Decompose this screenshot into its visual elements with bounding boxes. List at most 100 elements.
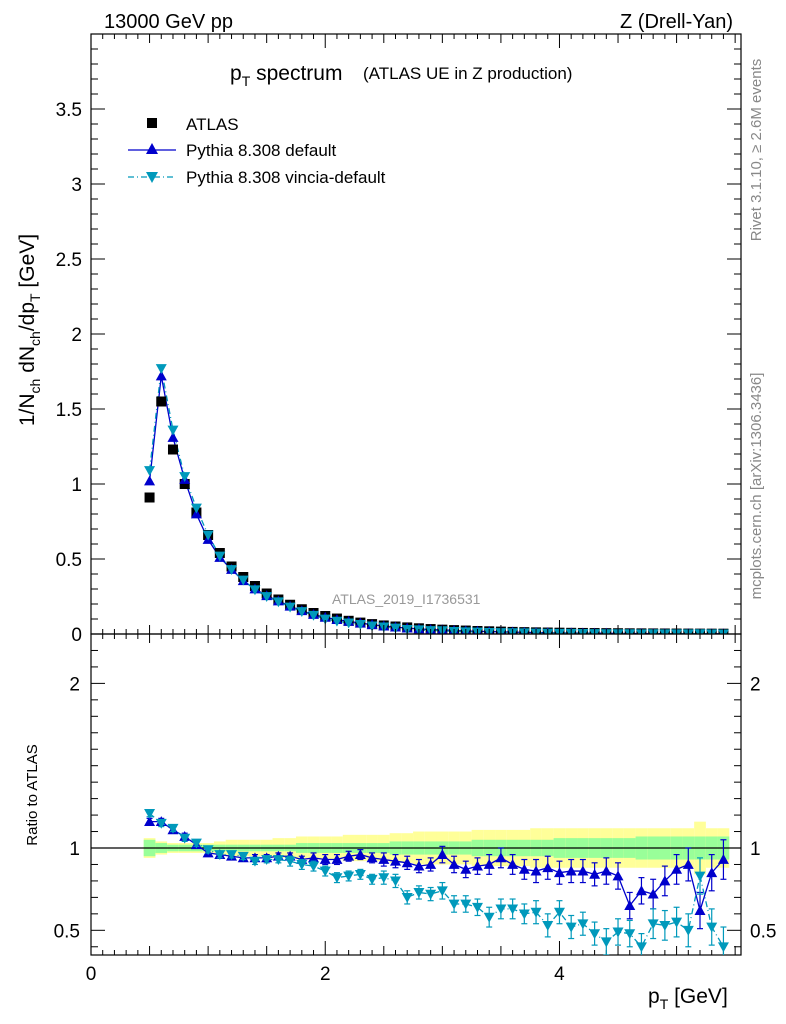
default-ratio-point: [624, 900, 636, 911]
default-ratio-point: [401, 857, 413, 868]
x-tick-label: 4: [554, 964, 565, 985]
atlas-data-point: [179, 479, 190, 489]
ratio-frame: [90, 633, 742, 956]
legend-marker-default: [146, 143, 158, 154]
vincia-ratio-point: [612, 927, 624, 938]
y-tick-label: 2: [69, 674, 80, 695]
y-tick-label: 1: [71, 475, 82, 496]
vincia-ratio-point: [319, 866, 331, 877]
vincia-ratio-point: [717, 942, 729, 953]
default-ratio-point: [612, 870, 624, 881]
vincia-ratio-point: [425, 889, 437, 900]
vincia-ratio-point: [471, 902, 483, 913]
vincia-ratio-point: [553, 907, 565, 918]
vincia-ratio-point: [144, 809, 156, 819]
y-tick-label: 3.5: [56, 100, 82, 121]
main-title-suffix: (ATLAS UE in Z production): [363, 64, 572, 83]
vincia-data-point: [272, 597, 284, 608]
default-data-point: [167, 432, 179, 442]
x-tick-label: 0: [86, 964, 97, 985]
atlas-data-point: [156, 396, 167, 407]
default-ratio-point: [530, 865, 542, 876]
vincia-ratio-point: [308, 861, 320, 872]
y-tick-label-right: 1: [750, 839, 761, 860]
default-ratio-point: [331, 854, 343, 864]
vincia-ratio-point: [378, 873, 390, 884]
vincia-ratio-point: [167, 823, 179, 834]
vincia-ratio-point: [179, 833, 191, 844]
default-ratio-point: [366, 852, 378, 863]
vincia-ratio-point: [284, 856, 296, 867]
vincia-ratio-point: [237, 851, 249, 862]
vincia-ratio-point: [331, 873, 343, 884]
mcplots-label: mcplots.cern.ch [arXiv:1306.3436]: [748, 373, 765, 600]
default-ratio-point: [413, 860, 425, 871]
vincia-data-point: [390, 623, 402, 634]
vincia-ratio-point: [682, 925, 694, 936]
vincia-ratio-point: [226, 850, 238, 861]
vincia-data-point: [226, 565, 238, 575]
vincia-ratio-point: [495, 904, 507, 915]
vincia-data-point: [331, 616, 343, 627]
main-panel: 0 0.5 1 1.5 2 2.5 3 3.5: [56, 33, 742, 646]
default-ratio-point: [319, 854, 331, 864]
default-ratio-point: [717, 854, 729, 864]
vincia-data-point: [366, 621, 378, 632]
vincia-ratio-point: [635, 942, 647, 953]
vincia-ratio-point: [577, 919, 589, 930]
atlas-data-point: [167, 444, 178, 455]
vincia-data-point: [308, 610, 320, 621]
vincia-ratio-point: [190, 838, 202, 849]
y-tick-label-right: 0.5: [750, 921, 776, 942]
vincia-ratio-point: [659, 920, 671, 931]
default-ratio-point: [495, 852, 507, 863]
default-ratio-point: [448, 858, 460, 869]
atlas-data-point: [144, 492, 155, 503]
default-ratio-point: [542, 862, 554, 873]
vincia-data-point: [202, 530, 214, 541]
vincia-ratio-point: [589, 929, 601, 940]
default-ratio-point: [694, 905, 706, 915]
svg-text:1/Nch dNch/dpT [GeV]: 1/Nch dNch/dpT [GeV]: [16, 234, 43, 426]
vincia-ratio-point: [507, 904, 519, 915]
x-axis-label: pT [GeV]: [648, 985, 728, 1012]
default-ratio-point: [390, 855, 402, 866]
default-ratio-point: [565, 865, 577, 876]
default-ratio-point: [436, 849, 448, 859]
default-ratio-point: [600, 865, 612, 876]
vincia-data-point: [284, 602, 296, 613]
y-tick-label-right: 2: [750, 674, 761, 695]
ratio-panel: 0 2 4 0.5 0.5 1 1 2 2: [54, 34, 776, 985]
vincia-ratio-point: [624, 929, 636, 940]
vincia-data-point: [237, 575, 249, 586]
default-ratio-point: [518, 863, 530, 874]
legend-marker-atlas: [147, 118, 157, 128]
y-tick-label: 2: [71, 325, 82, 346]
y-tick-label: 2.5: [56, 250, 82, 271]
default-ratio-point: [659, 875, 671, 886]
rivet-label: Rivet 3.1.10, ≥ 2.6M events: [748, 59, 765, 242]
vincia-ratio-point: [366, 874, 378, 885]
vincia-ratio-point: [647, 919, 659, 930]
vincia-ratio-point: [214, 850, 226, 861]
legend-label-atlas: ATLAS: [186, 115, 239, 134]
vincia-data-point: [167, 425, 179, 436]
vincia-ratio-point: [600, 937, 612, 948]
vincia-ratio-point: [483, 912, 495, 923]
default-ratio-point: [483, 858, 495, 869]
vincia-ratio-point: [261, 855, 273, 866]
vincia-data-point: [296, 607, 308, 617]
ratio-data: [144, 809, 729, 955]
default-ratio-point: [647, 888, 659, 899]
process-label: Z (Drell-Yan): [620, 11, 733, 33]
vincia-ratio-point: [343, 871, 355, 882]
default-ratio-point: [671, 863, 683, 874]
vincia-ratio-point: [249, 856, 261, 867]
default-ratio-point: [577, 865, 589, 876]
default-ratio-point: [635, 885, 647, 896]
vincia-ratio-point: [460, 899, 472, 910]
vincia-ratio-point: [530, 907, 542, 918]
y-axis-label-main: 1/Nch dNch/dpT [GeV]: [16, 234, 43, 426]
vincia-data-point: [319, 614, 331, 625]
